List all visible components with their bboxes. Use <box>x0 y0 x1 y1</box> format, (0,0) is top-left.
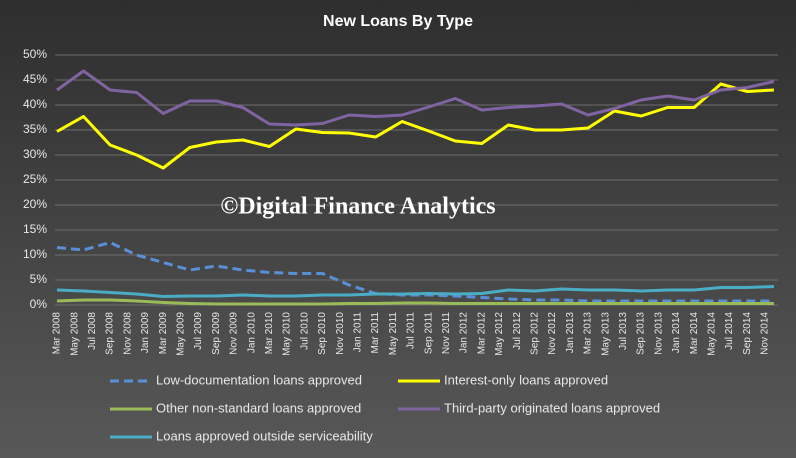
y-tick-label: 30% <box>23 147 47 161</box>
x-tick-label: Sep 2014 <box>742 312 753 355</box>
y-tick-label: 35% <box>23 122 47 136</box>
x-tick-label: Nov 2010 <box>335 312 346 355</box>
y-tick-label: 50% <box>23 47 47 61</box>
x-tick-label: Mar 2013 <box>583 312 594 355</box>
x-tick-label: Sep 2010 <box>317 312 328 355</box>
x-tick-label: Jan 2013 <box>565 312 576 354</box>
x-tick-label: May 2009 <box>176 312 187 356</box>
x-tick-label: Nov 2012 <box>547 312 558 355</box>
x-tick-label: Mar 2008 <box>52 312 63 355</box>
x-tick-label: Mar 2011 <box>370 312 381 354</box>
x-tick-label: Nov 2008 <box>122 312 133 355</box>
legend-label: Low-documentation loans approved <box>156 372 362 387</box>
legend-label: Third-party originated loans approved <box>444 400 660 415</box>
series-line <box>56 285 774 298</box>
x-tick-label: Jan 2012 <box>459 312 470 354</box>
x-tick-label: Sep 2011 <box>423 312 434 355</box>
x-tick-label: Jul 2008 <box>87 312 98 350</box>
x-tick-label: Jul 2014 <box>724 312 735 350</box>
x-tick-label: Jul 2012 <box>512 312 523 350</box>
y-tick-label: 45% <box>23 72 47 86</box>
x-tick-label: Sep 2009 <box>211 312 222 355</box>
x-tick-label: Jan 2011 <box>353 312 364 353</box>
y-tick-label: 20% <box>23 197 47 211</box>
y-tick-label: 5% <box>30 272 48 286</box>
x-tick-label: Sep 2012 <box>530 312 541 355</box>
x-tick-label: Jul 2011 <box>406 312 417 350</box>
legend-label: Loans approved outside serviceability <box>156 428 373 443</box>
x-tick-label: Jan 2010 <box>246 312 257 354</box>
legend-label: Other non-standard loans approved <box>156 400 361 415</box>
x-tick-label: Mar 2014 <box>689 312 700 355</box>
series-line <box>56 82 774 170</box>
x-tick-label: Nov 2011 <box>441 312 452 355</box>
x-tick-label: May 2012 <box>494 312 505 356</box>
x-tick-label: Mar 2012 <box>476 312 487 355</box>
plot <box>56 69 775 306</box>
watermark: ©Digital Finance Analytics <box>220 194 495 220</box>
legend-label: Interest-only loans approved <box>444 372 608 387</box>
x-tick-label: Jul 2010 <box>299 312 310 350</box>
x-tick-label: May 2011 <box>388 312 399 356</box>
x-tick-label: Sep 2013 <box>636 312 647 355</box>
x-tick-label: Sep 2008 <box>105 312 116 355</box>
series-line <box>56 69 775 127</box>
y-tick-label: 25% <box>23 172 47 186</box>
grid: 0% 5% 10% 15% 20% 25% 30% 35% 40% 45% 50% Mar 2008 M… <box>23 47 778 356</box>
y-tick-label: 15% <box>23 222 47 236</box>
x-tick-label: Nov 2013 <box>653 312 664 355</box>
x-tick-label: May 2014 <box>707 312 718 356</box>
x-tick-label: May 2008 <box>69 312 80 356</box>
series-line <box>56 298 774 306</box>
x-tick-label: Jan 2009 <box>140 312 151 354</box>
y-tick-label: 0% <box>30 297 48 311</box>
x-tick-label: Jul 2009 <box>193 312 204 350</box>
y-tick-label: 10% <box>23 247 47 261</box>
x-tick-label: Nov 2009 <box>229 312 240 355</box>
chart-title: New Loans By Type <box>323 13 473 30</box>
legend: Low-documentation loans approved Interest… <box>110 372 660 443</box>
x-tick-label: Mar 2010 <box>264 312 275 355</box>
x-tick-label: Nov 2014 <box>760 312 771 355</box>
x-tick-label: Jan 2014 <box>671 312 682 354</box>
x-tick-label: Jul 2013 <box>618 312 629 350</box>
x-tick-label: Mar 2009 <box>158 312 169 355</box>
x-tick-label: May 2013 <box>600 312 611 356</box>
x-tick-label: May 2010 <box>282 312 293 356</box>
y-tick-label: 40% <box>23 97 47 111</box>
